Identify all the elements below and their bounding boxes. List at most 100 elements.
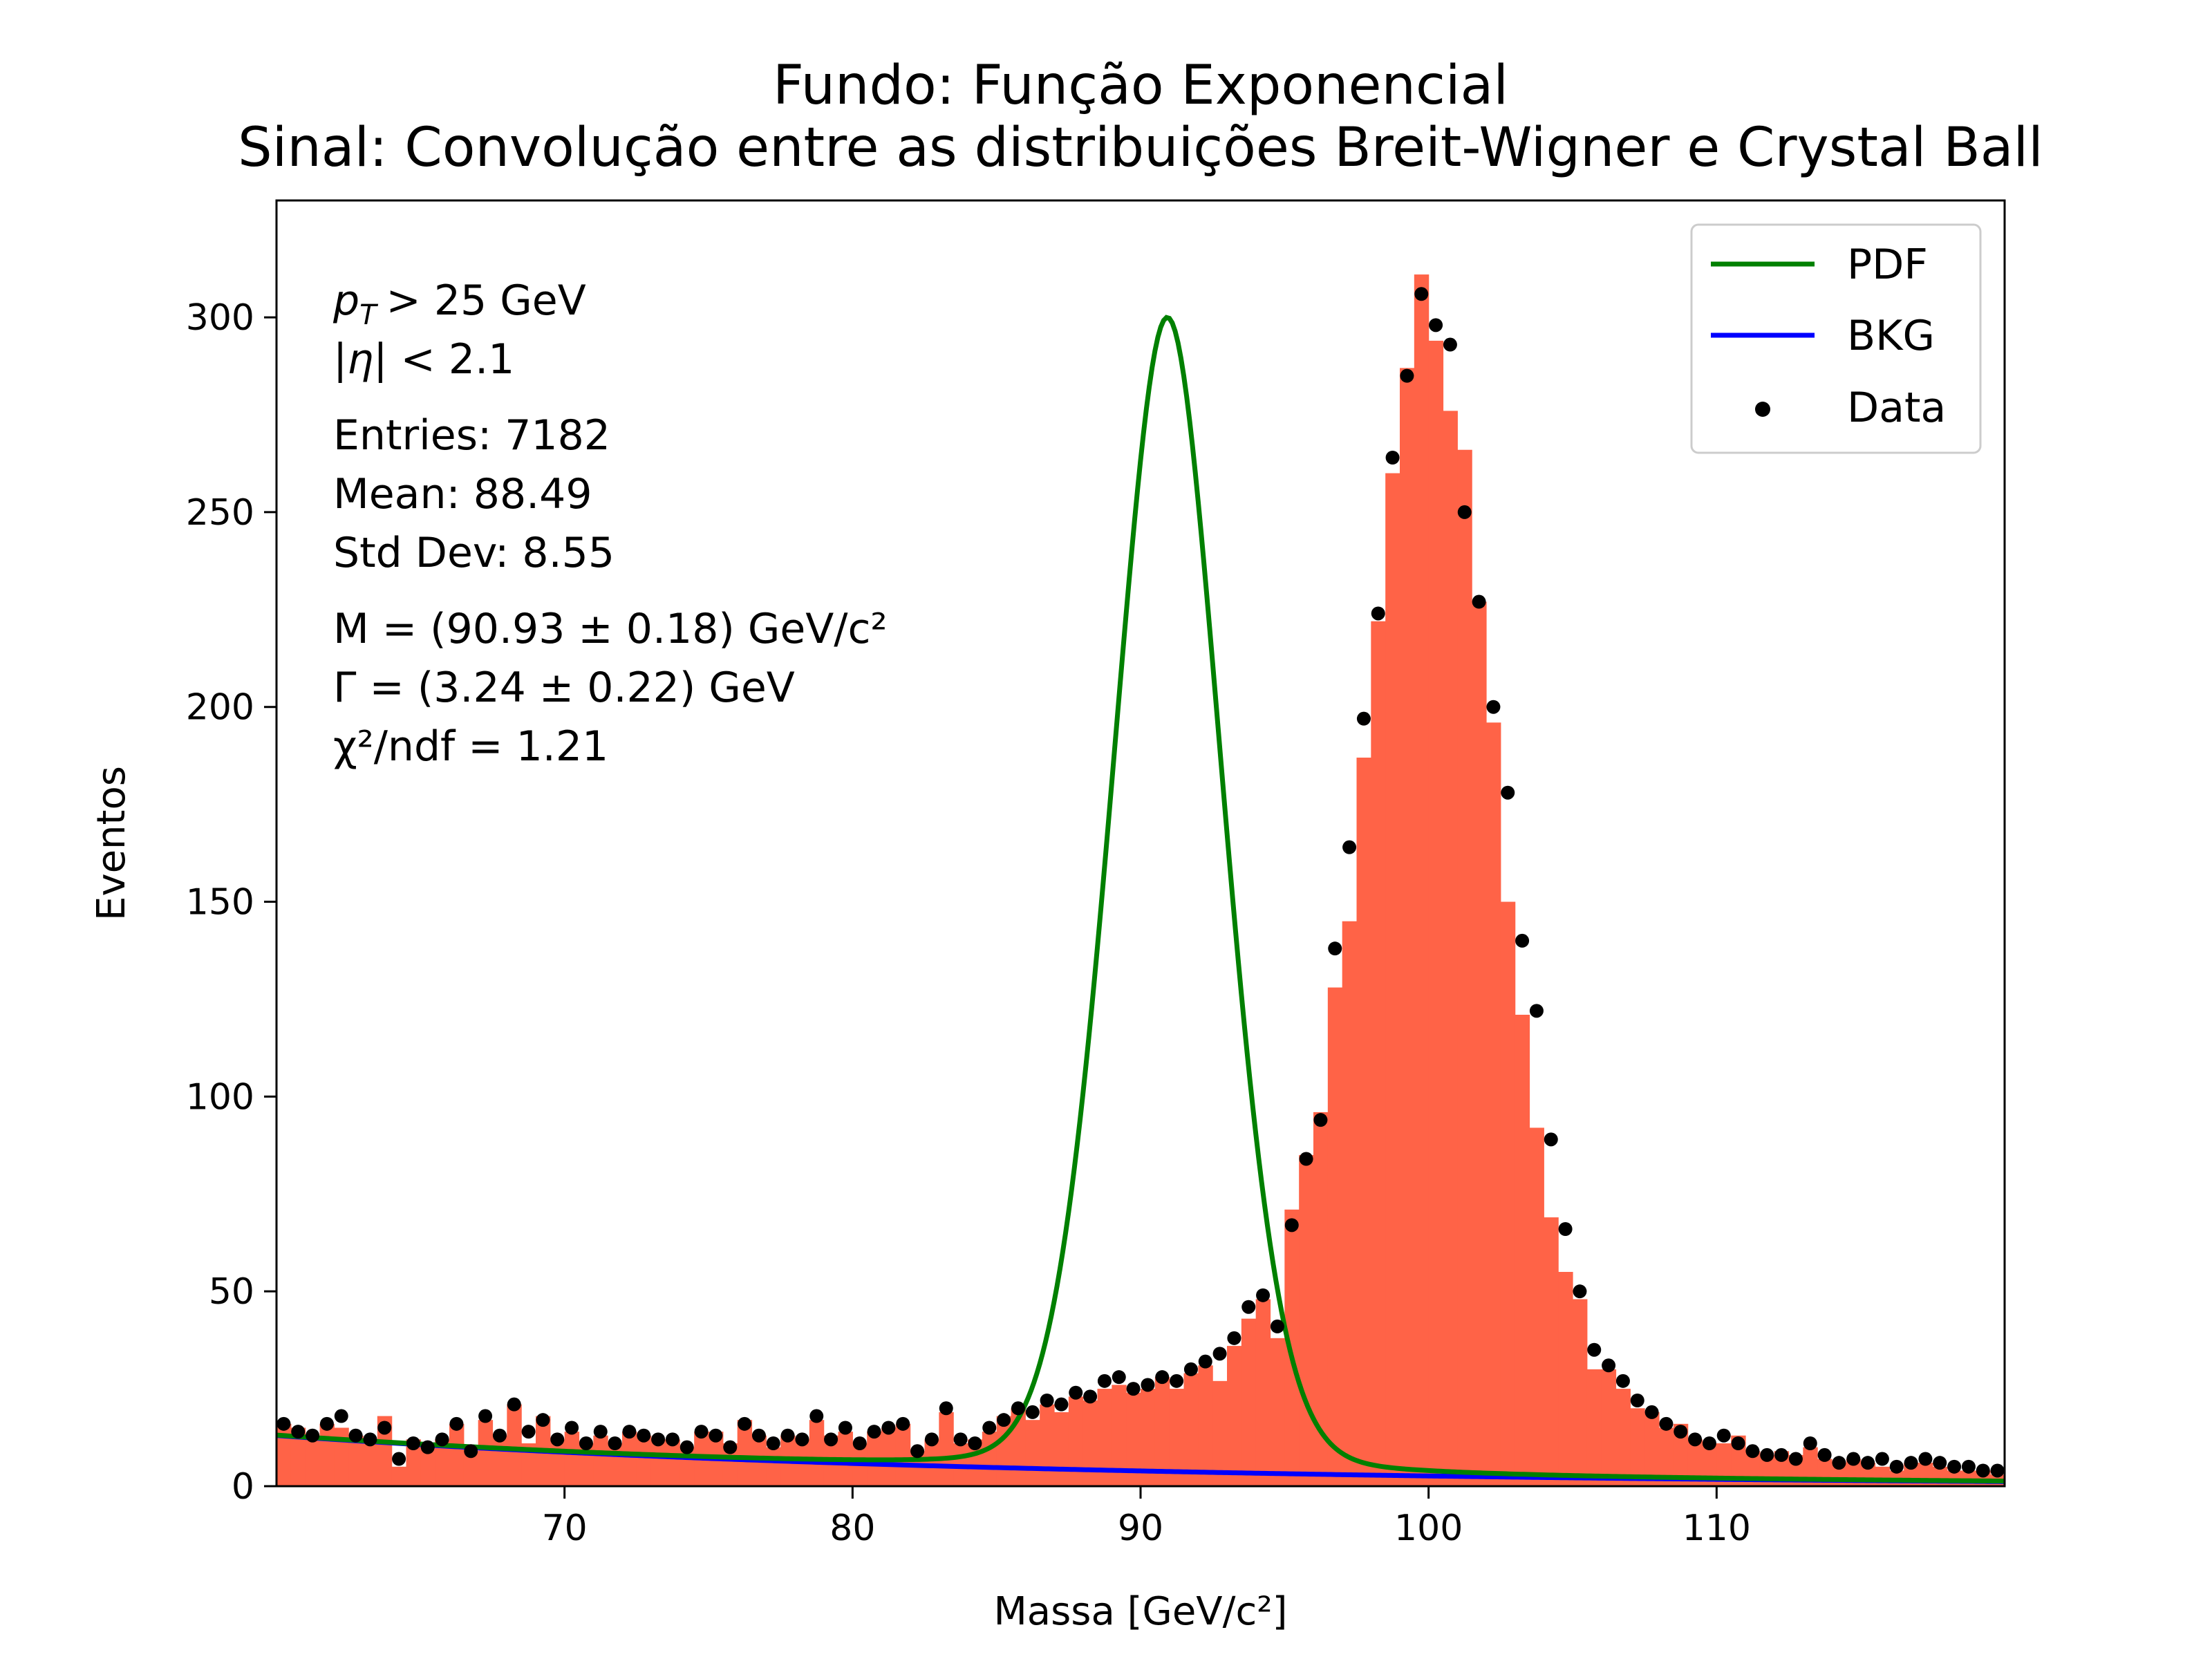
eta-letter: η (347, 335, 373, 384)
histogram-bar (895, 1423, 911, 1486)
histogram-bar (1054, 1412, 1069, 1486)
data-point (1702, 1436, 1716, 1450)
data-point (1385, 451, 1400, 465)
data-point (319, 1416, 334, 1431)
pt-symbol: p (332, 276, 359, 325)
chi2-text: χ²/ndf = 1.21 (333, 722, 608, 771)
width-fit-text: Γ = (3.24 ± 0.22) GeV (333, 664, 795, 712)
histogram-bar (1529, 1127, 1544, 1486)
data-point (449, 1416, 464, 1431)
x-tick-label: 100 (1394, 1508, 1463, 1549)
data-point (881, 1421, 896, 1435)
y-axis-label: Eventos (89, 766, 134, 921)
histogram-bar (319, 1423, 335, 1486)
data-point (1083, 1389, 1098, 1404)
histogram-bar (348, 1435, 364, 1486)
data-point (867, 1425, 881, 1439)
data-point (1501, 785, 1515, 800)
histogram-bar (982, 1432, 997, 1486)
histogram-bar (1313, 1112, 1329, 1486)
y-tick-label: 200 (186, 687, 254, 729)
data-point (1126, 1382, 1141, 1396)
legend-data-marker (1755, 402, 1770, 417)
data-point (1644, 1405, 1659, 1419)
data-point (1817, 1447, 1832, 1462)
histogram-bar (1212, 1380, 1228, 1486)
histogram-bar (1803, 1447, 1818, 1486)
chart-title-line2: Sinal: Convolução entre as distribuições… (238, 117, 2043, 179)
data-point (593, 1425, 608, 1439)
data-points (276, 287, 2005, 1478)
data-point (1688, 1432, 1703, 1447)
histogram-bar (809, 1420, 825, 1486)
histogram-bar (449, 1423, 465, 1486)
histogram-bar (1659, 1427, 1674, 1486)
data-point (1069, 1385, 1083, 1400)
data-point (1486, 700, 1501, 714)
data-point (694, 1425, 709, 1439)
histogram-bar (1875, 1466, 1890, 1486)
histogram-bar (1198, 1365, 1213, 1486)
histogram-bar (1126, 1392, 1141, 1486)
data-point (1371, 606, 1385, 621)
data-point (1630, 1394, 1644, 1407)
data-point (608, 1436, 622, 1450)
eta-cut-value: < 2.1 (401, 335, 515, 384)
histogram-bar (276, 1423, 292, 1486)
histogram-bar (1443, 411, 1458, 1486)
data-point (1227, 1331, 1241, 1345)
histogram-bar (1040, 1404, 1055, 1486)
histogram-bar (507, 1404, 522, 1486)
data-point (852, 1436, 867, 1450)
histogram-bar (1385, 473, 1400, 1486)
data-point (1414, 287, 1429, 301)
histogram-bar (1687, 1439, 1703, 1486)
histogram-bar (420, 1443, 435, 1486)
histogram-bar (1097, 1389, 1112, 1486)
histogram-bar (463, 1451, 479, 1486)
data-point (276, 1416, 291, 1431)
histogram-bar (478, 1420, 494, 1486)
data-point (924, 1432, 939, 1447)
histogram-bar (1169, 1389, 1185, 1486)
pt-cut-text: pT > 25 GeV (332, 276, 586, 331)
y-tick-label: 100 (186, 1076, 254, 1118)
histogram-bar (1270, 1338, 1285, 1486)
data-point (622, 1425, 637, 1439)
data-point (1918, 1452, 1933, 1466)
histogram-bar (1558, 1272, 1573, 1486)
data-point (1040, 1394, 1054, 1407)
data-point (1990, 1463, 2005, 1478)
data-point (579, 1436, 593, 1450)
histogram-bar (1644, 1412, 1660, 1486)
data-point (1961, 1459, 1976, 1474)
info-block: pT > 25 GeV |η| < 2.1 Entries: 7182 Mean:… (332, 276, 888, 771)
data-point (939, 1401, 953, 1416)
legend: PDF BKG Data (1690, 223, 1982, 454)
data-point (1529, 1004, 1544, 1018)
histogram-bar (1356, 758, 1371, 1486)
histogram-bar (305, 1439, 321, 1486)
data-point (1328, 941, 1342, 956)
y-tick-label: 250 (186, 492, 254, 534)
histogram-bar (391, 1466, 407, 1486)
pt-cut-value: > 25 GeV (386, 276, 586, 325)
histogram-bar (1141, 1389, 1156, 1486)
histogram-bar (1342, 921, 1358, 1486)
data-point (723, 1440, 738, 1454)
histogram-bar (650, 1439, 666, 1486)
histogram-bar (363, 1439, 378, 1486)
legend-bkg-label: BKG (1847, 312, 1935, 360)
data-point (1270, 1319, 1284, 1333)
data-point (1141, 1378, 1155, 1392)
histogram-bar (1284, 1209, 1300, 1486)
data-point (1573, 1284, 1587, 1299)
histogram-bar (1400, 368, 1415, 1486)
histogram-bar (1183, 1373, 1199, 1486)
histogram-bar (1241, 1318, 1257, 1486)
histogram-bar (550, 1439, 565, 1486)
data-point (1429, 318, 1443, 332)
data-point (968, 1436, 982, 1450)
histogram-bar (1673, 1423, 1689, 1486)
data-point (1731, 1436, 1745, 1450)
